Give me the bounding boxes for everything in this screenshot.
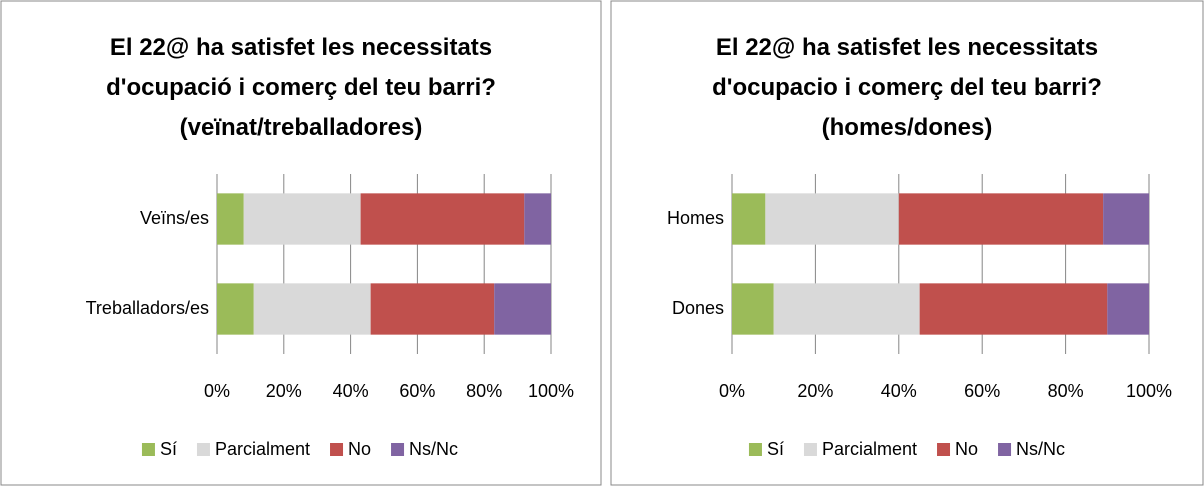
bar-segment [494, 283, 551, 335]
legend-swatch [998, 443, 1012, 456]
bar-segment [773, 283, 920, 335]
legend-swatch [196, 443, 210, 456]
y-tick-label: Treballadors/es [86, 298, 209, 318]
x-tick-label: 100% [1126, 381, 1172, 401]
legend-label: Parcialment [215, 439, 310, 459]
bar-segment [243, 193, 361, 245]
x-tick-label: 80% [1048, 381, 1084, 401]
legend-swatch [748, 443, 762, 456]
x-tick-label: 60% [964, 381, 1000, 401]
panel-border [0, 0, 602, 486]
bar-segment [898, 193, 1104, 245]
bar-segment [732, 283, 774, 335]
legend-label: Ns/Nc [1016, 439, 1065, 459]
bar-segment [524, 193, 551, 245]
x-tick-label: 0% [204, 381, 230, 401]
x-tick-label: 20% [797, 381, 833, 401]
legend-label: No [955, 439, 978, 459]
bar-segment [217, 193, 244, 245]
bar-segment [370, 283, 495, 335]
x-tick-label: 100% [528, 381, 574, 401]
y-tick-label: Homes [667, 208, 724, 228]
legend-label: No [348, 439, 371, 459]
bar-segment [919, 283, 1108, 335]
x-tick-label: 40% [881, 381, 917, 401]
y-tick-label: Veïns/es [140, 208, 209, 228]
legend-label: Sí [160, 439, 177, 459]
bar-segment [1107, 283, 1149, 335]
legend-swatch [803, 443, 817, 456]
legend-label: Sí [767, 439, 784, 459]
legend-swatch [391, 443, 405, 456]
panel-border [610, 0, 1204, 486]
legend-label: Parcialment [822, 439, 917, 459]
legend-swatch [330, 443, 344, 456]
bar-segment [253, 283, 371, 335]
x-tick-label: 80% [466, 381, 502, 401]
x-tick-label: 40% [333, 381, 369, 401]
legend-swatch [937, 443, 951, 456]
bar-segment [765, 193, 899, 245]
y-tick-label: Dones [672, 298, 724, 318]
legend-label: Ns/Nc [409, 439, 458, 459]
legend-swatch [141, 443, 155, 456]
chart-title: El 22@ ha satisfet les necessitats d'ocu… [106, 34, 496, 141]
bar-segment [1103, 193, 1149, 245]
x-tick-label: 20% [266, 381, 302, 401]
x-tick-label: 60% [399, 381, 435, 401]
x-tick-label: 0% [719, 381, 745, 401]
bar-segment [732, 193, 766, 245]
bar-segment [217, 283, 254, 335]
chart-title: El 22@ ha satisfet les necessitats d'ocu… [712, 34, 1102, 141]
bar-segment [360, 193, 525, 245]
